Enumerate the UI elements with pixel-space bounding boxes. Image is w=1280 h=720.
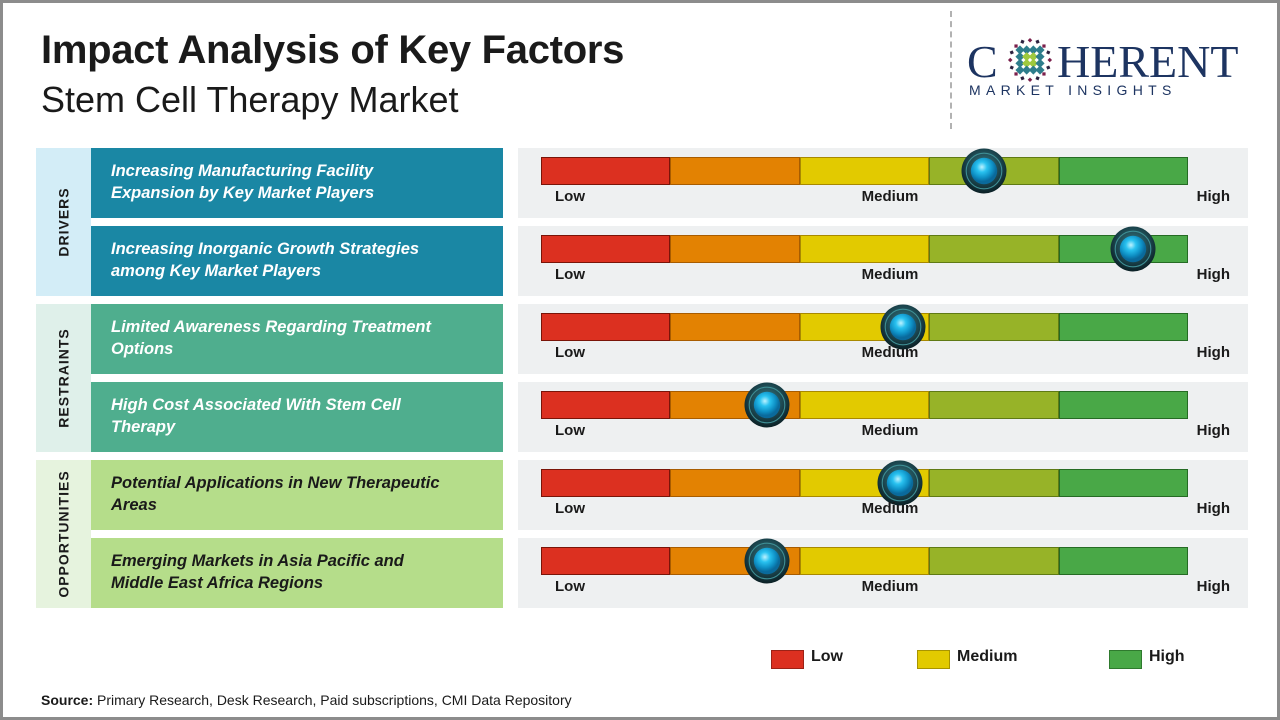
svg-text:C: C <box>967 36 998 87</box>
svg-text:HERENT: HERENT <box>1057 36 1238 87</box>
svg-text:MARKET INSIGHTS: MARKET INSIGHTS <box>969 82 1177 98</box>
